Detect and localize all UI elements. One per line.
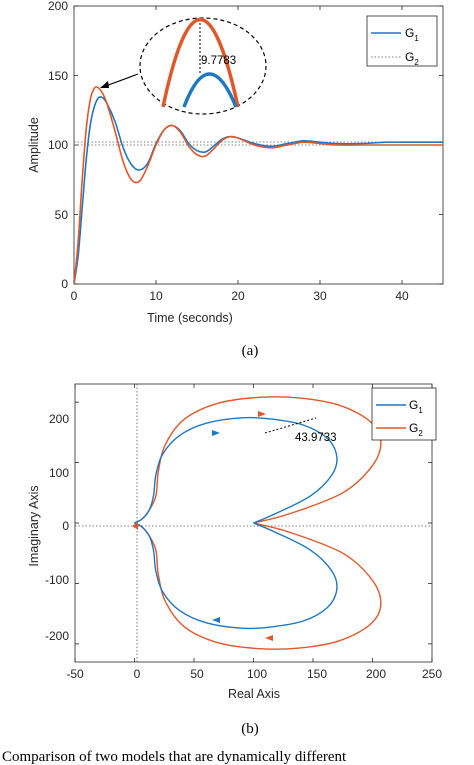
chart-a-y-axis: 0 50 100 150 200 xyxy=(48,0,68,291)
chart-b-x-axis-label: Real Axis xyxy=(228,687,280,701)
chart-a-ytick-label: 100 xyxy=(48,138,68,152)
chart-b-legend-box xyxy=(371,387,437,441)
chart-a-zoom-arrowhead xyxy=(100,81,109,88)
chart-b-ytick-label: -200 xyxy=(45,629,69,643)
chart-b-xtick-label: 200 xyxy=(366,667,386,681)
chart-b-y-axis: -200 -100 0 100 200 xyxy=(45,412,69,643)
chart-a-ytick-label: 200 xyxy=(48,0,68,13)
chart-b-xtick-label: 50 xyxy=(190,667,204,681)
chart-a-difference-annotation: 9.7783 xyxy=(201,55,236,67)
chart-a-xtick-label: 20 xyxy=(231,289,245,303)
chart-a-zoom-arrow xyxy=(102,73,139,88)
caption-a: (a) xyxy=(242,343,259,359)
chart-a-legend-label-g1: G1 xyxy=(405,26,419,43)
figure-caption-text: Comparison of two models that are dynami… xyxy=(2,749,347,765)
chart-b-legend-label-g2: G2 xyxy=(409,421,423,438)
chart-a-y-axis-label: Amplitude xyxy=(27,117,41,173)
chart-b-series-g1-curve xyxy=(134,416,338,630)
chart-b-g1-direction-arrow xyxy=(212,430,220,436)
chart-a-legend-box xyxy=(366,15,438,67)
chart-a-xtick-label: 10 xyxy=(149,289,163,303)
chart-b-ytick-label: 100 xyxy=(49,466,69,480)
chart-b-xtick-label: 0 xyxy=(134,667,141,681)
chart-b-distance-marker xyxy=(264,417,317,434)
chart-b-ytick-label: 200 xyxy=(49,412,69,426)
chart-a-legend-label-g2: G2 xyxy=(405,50,419,67)
chart-b-g2-direction-arrow xyxy=(265,635,273,641)
chart-a-x-axis: 0 10 20 30 40 xyxy=(71,289,409,303)
chart-a-xtick-label: 30 xyxy=(313,289,327,303)
chart-b-xtick-label: 250 xyxy=(422,667,442,681)
chart-b: -200 -100 0 100 200 -50 0 50 100 150 200… xyxy=(27,383,442,701)
chart-b-legend-label-g1: G1 xyxy=(409,398,423,415)
chart-b-distance-annotation: 43.9733 xyxy=(295,432,337,444)
chart-a-ytick-label: 0 xyxy=(61,277,68,291)
chart-b-origin-arrow xyxy=(132,522,138,530)
chart-a-series-g1-line xyxy=(74,96,443,284)
chart-b-ytick-label: 0 xyxy=(62,519,69,533)
chart-a-zoom-inset: 9.7783 xyxy=(100,17,267,115)
chart-a-legend: G1 G2 xyxy=(366,15,438,67)
caption-b: (b) xyxy=(241,721,259,737)
chart-b-g1-direction-arrow xyxy=(212,617,220,623)
chart-a-xtick-label: 40 xyxy=(395,289,409,303)
chart-b-xtick-label: 100 xyxy=(247,667,267,681)
chart-a: 0 50 100 150 200 0 10 20 30 40 Time (sec… xyxy=(27,0,444,325)
chart-b-xtick-label: -50 xyxy=(66,667,84,681)
chart-b-legend: G1 G2 xyxy=(371,387,437,441)
chart-b-xtick-label: 150 xyxy=(307,667,327,681)
chart-a-ytick-label: 50 xyxy=(55,208,69,222)
chart-a-series-g2-line xyxy=(74,86,443,284)
chart-a-ytick-label: 150 xyxy=(48,69,68,83)
chart-b-y-axis-label: Imaginary Axis xyxy=(27,485,41,566)
chart-b-g2-direction-arrow xyxy=(258,411,266,417)
chart-a-zoom-g1-peak xyxy=(182,72,238,108)
chart-a-zoom-g2-peak xyxy=(161,18,240,108)
chart-b-x-axis: -50 0 50 100 150 200 250 xyxy=(66,667,442,681)
chart-b-ytick-label: -100 xyxy=(45,573,69,587)
chart-a-x-axis-label: Time (seconds) xyxy=(147,311,233,325)
chart-a-xtick-label: 0 xyxy=(71,289,78,303)
